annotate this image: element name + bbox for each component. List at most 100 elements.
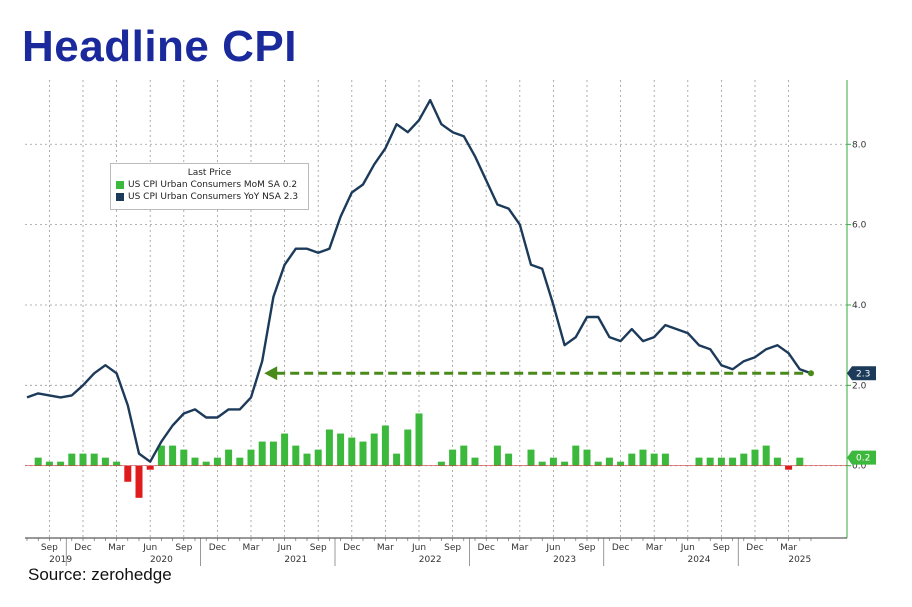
mom-bar <box>572 445 580 466</box>
x-tick-label: Mar <box>646 543 663 553</box>
x-tick-label: Sep <box>41 543 58 553</box>
x-tick-label: Jun <box>545 543 560 553</box>
x-tick-label: Dec <box>74 543 91 553</box>
mom-bar <box>90 453 98 466</box>
x-tick-label: Dec <box>746 543 763 553</box>
mom-bar <box>493 445 501 466</box>
mom-bar <box>639 449 647 466</box>
mom-bar <box>303 453 311 466</box>
mom-bar <box>706 457 714 466</box>
yoy-line <box>26 98 812 463</box>
mom-bar <box>157 445 165 466</box>
mom-bar <box>191 457 199 466</box>
mom-bar <box>314 449 322 466</box>
x-tick-label: Sep <box>579 543 596 553</box>
legend-value-mom: 0.2 <box>282 180 298 190</box>
x-tick-label: Jun <box>277 543 292 553</box>
x-tick-label: Sep <box>175 543 192 553</box>
mom-bar <box>404 429 412 466</box>
reference-end-dot <box>808 370 814 377</box>
mom-bar <box>437 461 445 466</box>
x-tick-label: Sep <box>310 543 327 553</box>
mom-bar <box>34 457 42 466</box>
mom-bar <box>505 453 513 466</box>
mom-bar <box>337 433 345 466</box>
x-tick-label: Dec <box>612 543 629 553</box>
last-value-yoy: 2.3 <box>856 369 870 379</box>
chart-legend: Last Price US CPI Urban Consumers MoM SA… <box>110 163 309 210</box>
mom-bar <box>617 461 625 466</box>
y-tick-label: 2.0 <box>852 381 867 391</box>
mom-bar <box>202 461 210 466</box>
legend-value-yoy: 2.3 <box>283 192 299 202</box>
mom-bar <box>359 441 367 466</box>
mom-bar <box>57 461 65 466</box>
mom-bar <box>538 461 546 466</box>
mom-bar <box>225 449 233 466</box>
mom-bar <box>527 449 535 466</box>
x-year-label: 2021 <box>284 555 307 565</box>
mom-bar <box>773 457 781 466</box>
mom-bar <box>45 461 53 466</box>
x-tick-label: Mar <box>780 543 797 553</box>
mom-bar <box>695 457 703 466</box>
mom-bar <box>471 457 479 466</box>
mom-bar <box>258 441 266 466</box>
x-tick-label: Mar <box>377 543 394 553</box>
x-year-label: 2023 <box>553 555 576 565</box>
legend-swatch-yoy <box>116 193 124 201</box>
mom-bar <box>661 453 669 466</box>
x-tick-label: Dec <box>209 543 226 553</box>
x-tick-label: Dec <box>343 543 360 553</box>
mom-bar <box>381 425 389 466</box>
x-tick-label: Mar <box>511 543 528 553</box>
mom-bar <box>169 445 177 466</box>
x-year-label: 2020 <box>150 555 173 565</box>
y-tick-label: 6.0 <box>852 221 867 231</box>
legend-item-mom: US CPI Urban Consumers MoM SA 0.2 <box>116 180 308 190</box>
source-note: Source: zerohedge <box>28 565 172 584</box>
mom-bar <box>180 449 188 466</box>
x-tick-label: Jun <box>680 543 695 553</box>
legend-item-yoy: US CPI Urban Consumers YoY NSA 2.3 <box>116 192 308 202</box>
x-year-label: 2024 <box>688 555 711 565</box>
x-year-label: 2025 <box>788 555 811 565</box>
x-year-label: 2022 <box>419 555 442 565</box>
x-tick-label: Mar <box>243 543 260 553</box>
mom-bar <box>113 461 121 466</box>
mom-bar <box>717 457 725 466</box>
last-value-yoy-bg <box>847 366 876 381</box>
mom-bar <box>68 453 76 466</box>
mom-bar <box>247 449 255 466</box>
mom-bar <box>594 461 602 466</box>
x-tick-label: Mar <box>108 543 125 553</box>
x-year-label: 2019 <box>49 555 72 565</box>
mom-bar <box>146 465 154 470</box>
last-value-mom-bg <box>847 450 876 465</box>
legend-label-mom: US CPI Urban Consumers MoM SA <box>128 180 280 190</box>
mom-bar <box>796 457 804 466</box>
reference-arrowhead <box>264 366 278 381</box>
legend-swatch-mom <box>116 181 124 189</box>
mom-bar <box>583 449 591 466</box>
mom-bar <box>135 465 143 498</box>
mom-bar <box>650 453 658 466</box>
mom-bar <box>449 449 457 466</box>
mom-bar <box>785 465 793 470</box>
x-tick-label: Jun <box>142 543 157 553</box>
mom-bar <box>628 453 636 466</box>
mom-bar <box>415 413 423 466</box>
legend-header: Last Price <box>187 168 232 178</box>
mom-bar <box>236 457 244 466</box>
y-tick-label: 8.0 <box>852 140 867 150</box>
mom-bar <box>370 433 378 466</box>
x-tick-label: Dec <box>477 543 494 553</box>
mom-bar <box>762 445 770 466</box>
mom-bar <box>101 457 109 466</box>
chart-title: Headline CPI <box>22 22 297 71</box>
mom-bar <box>213 457 221 466</box>
mom-bar <box>124 465 132 482</box>
mom-bar <box>393 453 401 466</box>
mom-bar <box>740 453 748 466</box>
